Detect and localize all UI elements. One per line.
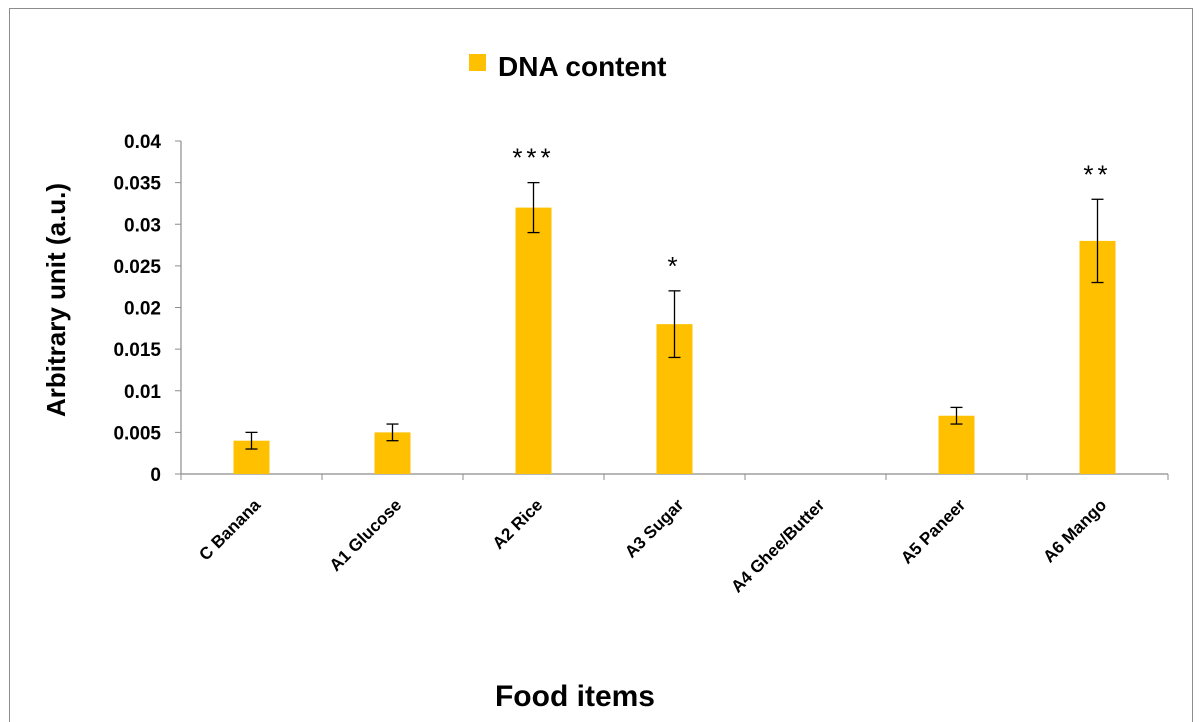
y-tick-label: 0	[150, 465, 161, 486]
significance-label: ***	[512, 143, 554, 173]
significance-label: **	[1083, 159, 1111, 189]
x-tick-label: A1 Glucose	[326, 495, 406, 575]
x-tick-label: A3 Sugar	[621, 495, 687, 561]
plot-area: 0 0.005 0.01 0.015 0.02 0.025 0.03 0.035 0.04 C B…	[113, 132, 1169, 596]
y-tick-label: 0.015	[113, 340, 161, 361]
y-tick-label: 0.03	[124, 215, 161, 236]
bar	[515, 207, 552, 474]
x-tick-label: A6 Mango	[1039, 495, 1110, 566]
legend: DNA content	[469, 51, 667, 82]
y-tick-label: 0.005	[113, 423, 161, 444]
y-tick-label: 0.025	[113, 257, 161, 278]
x-tick-label: C Banana	[195, 495, 264, 564]
significance-label: *	[667, 251, 681, 281]
chart-frame	[9, 8, 1193, 722]
y-tick-label: 0.04	[124, 132, 161, 153]
y-tick-label: 0.01	[124, 382, 161, 403]
bar	[938, 415, 975, 474]
x-axis-title: Food items	[495, 680, 655, 713]
x-tick-label: A5 Paneer	[897, 495, 970, 568]
legend-swatch	[469, 54, 486, 71]
y-tick-label: 0.035	[113, 174, 161, 195]
x-tick-label: A2 Rice	[489, 495, 547, 553]
y-tick-label: 0.02	[124, 299, 161, 320]
legend-label: DNA content	[498, 51, 667, 82]
x-tick-label: A4 Ghee/Butter	[727, 495, 828, 596]
y-axis-title: Arbitrary unit (a.u.)	[41, 183, 71, 417]
